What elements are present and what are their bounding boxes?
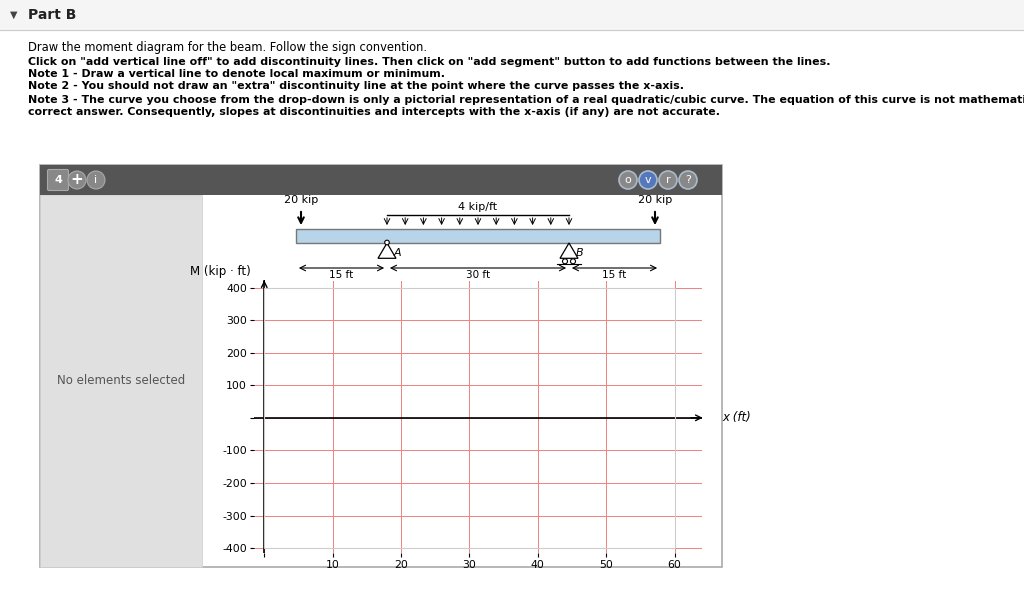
Bar [40, 195, 202, 567]
Text: 20 kip: 20 kip [638, 195, 672, 205]
Text: ?: ? [685, 175, 691, 185]
Bar [296, 229, 660, 243]
Text: 15 ft: 15 ft [330, 270, 353, 280]
Text: Draw the moment diagram for the beam. Follow the sign convention.: Draw the moment diagram for the beam. Fo… [28, 41, 427, 54]
Circle shape [68, 171, 86, 189]
Circle shape [87, 171, 105, 189]
Text: Note 1 - Draw a vertical line to denote local maximum or minimum.: Note 1 - Draw a vertical line to denote … [28, 69, 445, 79]
Text: correct answer. Consequently, slopes at discontinuities and intercepts with the : correct answer. Consequently, slopes at … [28, 107, 720, 117]
Text: M (kip · ft): M (kip · ft) [189, 266, 251, 278]
Text: Click on "add vertical line off" to add discontinuity lines. Then click on "add : Click on "add vertical line off" to add … [28, 57, 830, 67]
Text: Note 3 - The curve you choose from the drop-down is only a pictorial representat: Note 3 - The curve you choose from the d… [28, 95, 1024, 105]
Text: x (ft): x (ft) [723, 412, 752, 425]
Text: 20 kip: 20 kip [284, 195, 318, 205]
Text: 30 ft: 30 ft [466, 270, 490, 280]
Text: v: v [645, 175, 651, 185]
FancyBboxPatch shape [47, 170, 69, 190]
Text: A: A [394, 248, 401, 258]
Text: Part B: Part B [28, 8, 77, 22]
Bar [0, 0, 1024, 30]
Text: o: o [625, 175, 632, 185]
Text: 4: 4 [54, 175, 61, 185]
Bar [40, 165, 722, 567]
Text: Note 2 - You should not draw an "extra" discontinuity line at the point where th: Note 2 - You should not draw an "extra" … [28, 81, 684, 91]
Text: 15 ft: 15 ft [602, 270, 627, 280]
Circle shape [562, 259, 567, 264]
Text: r: r [666, 175, 671, 185]
Text: +: + [71, 173, 83, 187]
Text: B: B [575, 248, 584, 258]
Text: i: i [94, 175, 97, 185]
Circle shape [570, 259, 575, 264]
Circle shape [679, 171, 697, 189]
Text: ▼: ▼ [10, 10, 17, 20]
Circle shape [618, 171, 637, 189]
Polygon shape [560, 243, 578, 259]
Circle shape [385, 240, 389, 245]
Circle shape [639, 171, 657, 189]
Text: No elements selected: No elements selected [57, 375, 185, 387]
Circle shape [659, 171, 677, 189]
Text: 4 kip/ft: 4 kip/ft [459, 202, 498, 212]
Bar [40, 165, 722, 195]
Polygon shape [378, 243, 396, 259]
